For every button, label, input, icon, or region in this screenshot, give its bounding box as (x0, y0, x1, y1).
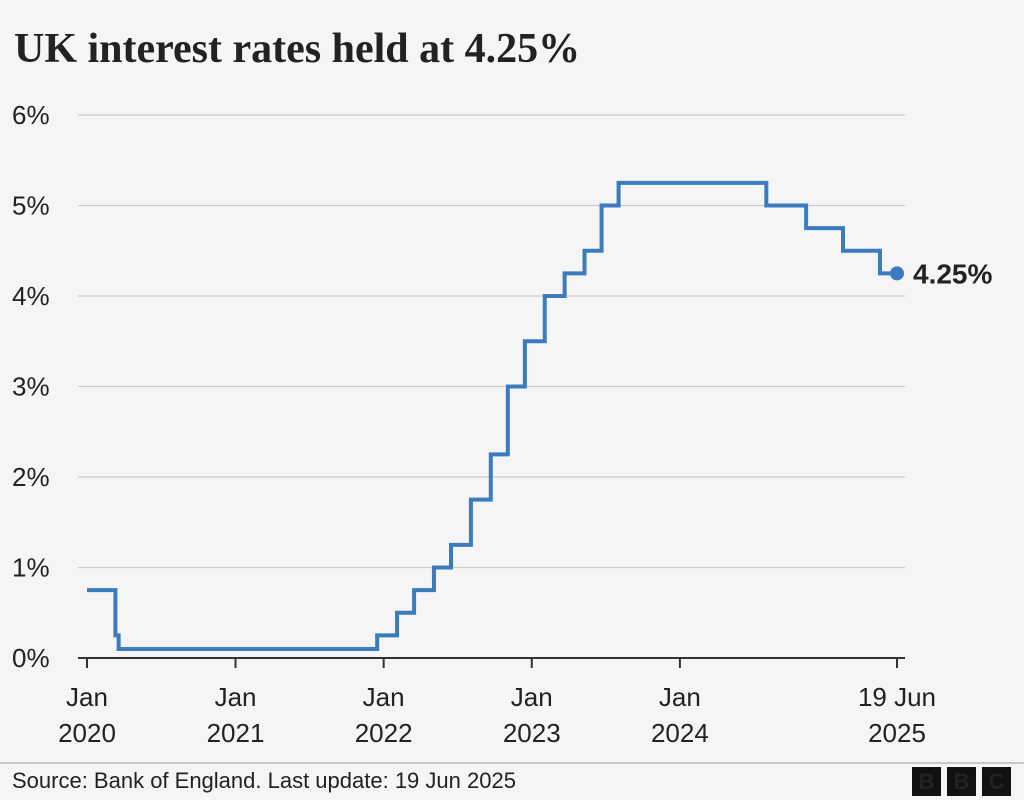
y-tick-label: 3% (12, 372, 50, 402)
x-tick-label: Jan 2022 (355, 682, 413, 748)
logo-block (947, 767, 976, 796)
logo-block (912, 767, 941, 796)
logo-block (982, 767, 1011, 796)
source: Source: Bank of England. Last update: 19… (12, 768, 516, 793)
x-tick-label: Jan 2023 (503, 682, 561, 748)
y-tick-label: 2% (12, 462, 50, 492)
x-tick-line: Jan (659, 682, 701, 712)
y-tick-label: 6% (12, 100, 50, 130)
x-tick-line: Jan (363, 682, 405, 712)
x-tick-line: Jan (66, 682, 108, 712)
rate-line (87, 180, 897, 651)
y-tick-label: 0% (12, 643, 50, 673)
y-tick-label: 5% (12, 191, 50, 221)
x-tick-line: 2023 (503, 718, 561, 748)
x-tick-label: 19 Jun 2025 (858, 682, 936, 748)
x-tick-line: 2020 (58, 718, 116, 748)
x-tick-line: Jan (511, 682, 553, 712)
x-tick-label: Jan 2021 (207, 682, 265, 748)
end-value-label: 4.25% (913, 258, 992, 289)
logo-letter: B (954, 769, 970, 794)
x-tick-line: 2024 (651, 718, 709, 748)
x-tick-label: Jan 2024 (651, 682, 709, 748)
x-tick-line: 2022 (355, 718, 413, 748)
x-tick-label: Jan 2020 (58, 682, 116, 748)
x-tick-line: 2025 (868, 718, 926, 748)
y-tick-label: 4% (12, 281, 50, 311)
logo-letter: B (919, 769, 935, 794)
chart-title: UK interest rates held at 4.25% (14, 26, 580, 72)
logo-letter: C (989, 769, 1005, 794)
y-tick-label: 1% (12, 553, 50, 583)
x-tick-line: 2021 (207, 718, 265, 748)
end-point (890, 266, 904, 281)
x-tick-line: 19 Jun (858, 682, 936, 712)
x-tick-line: Jan (215, 682, 257, 712)
